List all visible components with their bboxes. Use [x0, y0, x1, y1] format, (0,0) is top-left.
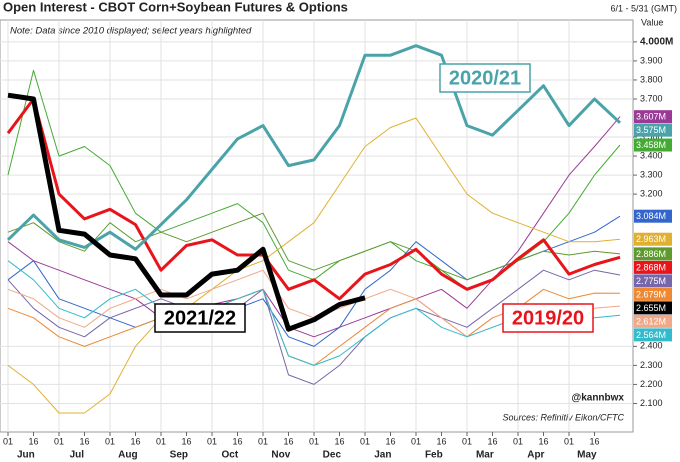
month-label: Sep: [170, 450, 188, 461]
month-label: Jan: [374, 450, 391, 461]
x-tick-label: 01: [513, 436, 523, 446]
value-label-box: [634, 138, 672, 152]
value-label: 2.775M: [636, 276, 666, 286]
x-tick-label: 16: [487, 436, 497, 446]
series-name-box: [502, 303, 594, 333]
series-name-label: 2020/21: [439, 63, 531, 93]
chart-title: Open Interest - CBOT Corn+Soybean Future…: [3, 0, 348, 14]
month-label: Nov: [271, 450, 290, 461]
x-tick-label: 01: [462, 436, 472, 446]
y-tick-label: 3.300: [640, 169, 663, 179]
y-tick-label: 3.800: [640, 74, 663, 84]
value-label-box: [634, 247, 672, 261]
note: Note: Data since 2010 displayed; select …: [10, 26, 252, 37]
x-tick-label: 01: [564, 436, 574, 446]
x-tick-label: 01: [411, 436, 421, 446]
month-label: May: [577, 450, 597, 461]
x-tick-label: 16: [28, 436, 38, 446]
value-label: 2.655M: [636, 303, 666, 313]
y-tick-label: 2.400: [640, 341, 663, 351]
series-line: [7, 117, 621, 414]
handle: @kannbwx: [571, 393, 624, 404]
value-label-box: [634, 314, 672, 328]
value-label: 3.458M: [636, 140, 666, 150]
y-axis-label: Value: [641, 17, 663, 27]
y-tick-label: 3.900: [640, 55, 663, 65]
x-tick-label: 01: [258, 436, 268, 446]
value-label: 2.886M: [636, 249, 666, 259]
x-tick-label: 16: [589, 436, 599, 446]
month-label: Feb: [425, 450, 443, 461]
series-name: 2019/20: [512, 307, 584, 329]
y-tick-label: 3.700: [640, 93, 663, 103]
x-tick-label: 01: [360, 436, 370, 446]
series-name-label: 2021/22: [154, 303, 246, 333]
value-label: 2.963M: [636, 234, 666, 244]
x-tick-label: 16: [436, 436, 446, 446]
subtitle: 6/1 - 5/31 (GMT): [610, 3, 677, 13]
y-tick-label: 2.100: [640, 398, 663, 408]
series-name-box: [439, 63, 531, 93]
value-label: 3.607M: [636, 112, 666, 122]
x-tick-label: 01: [309, 436, 319, 446]
value-label: 3.575M: [636, 125, 666, 135]
value-label-box: [634, 232, 672, 246]
value-label-box: [634, 260, 672, 274]
value-label-box: [634, 287, 672, 301]
value-label-box: [634, 274, 672, 288]
series-line: [7, 269, 621, 385]
value-label: 3.084M: [636, 211, 666, 221]
plot-area: [0, 19, 634, 433]
x-tick-label: 01: [54, 436, 64, 446]
value-label-box: [634, 301, 672, 315]
x-tick-label: 16: [334, 436, 344, 446]
value-label: 2.868M: [636, 262, 666, 272]
x-tick-label: 16: [181, 436, 191, 446]
source: Sources: Refinitiv Eikon/CFTC: [502, 412, 624, 422]
x-tick-label: 01: [105, 436, 115, 446]
x-tick-label: 16: [385, 436, 395, 446]
y-tick-label: 2.200: [640, 379, 663, 389]
x-tick-label: 16: [130, 436, 140, 446]
series-line: [7, 92, 366, 332]
series-line: [6, 97, 621, 301]
value-label-box: [634, 209, 672, 223]
month-label: Aug: [118, 450, 137, 461]
value-label: 2.612M: [636, 316, 666, 326]
y-tick-label: 3.200: [640, 188, 663, 198]
value-label: 2.679M: [636, 289, 666, 299]
value-label: 2.564M: [636, 330, 666, 340]
value-label-box: [634, 110, 672, 124]
value-label-box: [634, 123, 672, 137]
series-line: [7, 116, 621, 338]
x-tick-label: 01: [3, 436, 13, 446]
month-label: Apr: [527, 450, 544, 461]
series-name: 2020/21: [449, 67, 521, 89]
series-line: [6, 44, 622, 251]
month-label: Jul: [70, 450, 85, 461]
value-label-box: [634, 328, 672, 342]
y-tick-label: 3.400: [640, 150, 663, 160]
series-name-label: 2019/20: [502, 303, 594, 333]
x-tick-label: 01: [156, 436, 166, 446]
x-tick-label: 01: [207, 436, 217, 446]
month-label: Dec: [323, 450, 342, 461]
x-tick-label: 16: [538, 436, 548, 446]
x-tick-label: 16: [232, 436, 242, 446]
x-tick-label: 16: [283, 436, 293, 446]
y-tick-label: 4.000M: [640, 37, 673, 48]
series-name-box: [154, 303, 246, 333]
y-tick-label: 2.300: [640, 360, 663, 370]
series-name: 2021/22: [164, 307, 236, 329]
grid: [0, 20, 633, 432]
month-label: Jun: [17, 450, 35, 461]
month-label: Oct: [222, 450, 239, 461]
x-tick-label: 16: [79, 436, 89, 446]
month-label: Mar: [476, 450, 494, 461]
